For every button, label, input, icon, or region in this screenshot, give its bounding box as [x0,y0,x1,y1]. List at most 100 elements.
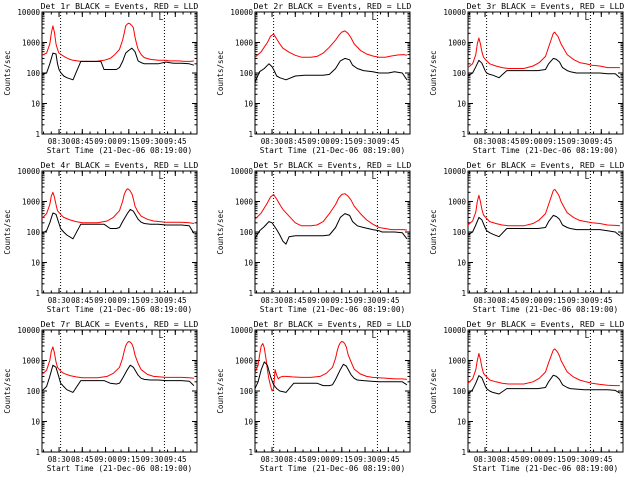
x-tick-label: 09:00 [520,137,543,146]
x-axis-label: Start Time (21-Dec-06 08:19:00) [473,464,619,473]
y-tick-label: 1000 [235,198,254,207]
x-tick-label: 09:30 [354,137,377,146]
y-tick-label: 100 [26,387,40,396]
y-tick-label: 10 [457,100,467,109]
x-tick-label: 09:30 [141,455,164,464]
x-tick-label: 08:45 [284,455,307,464]
panel-title: Det 8r BLACK = Events, RED = LLD [254,319,412,329]
detector-panel-9: Det 9r BLACK = Events, RED = LLD 1 10 100 10… [429,319,624,473]
x-tick-label: 09:45 [377,296,400,305]
y-tick-label: 100 [239,228,253,237]
series-events-line [254,57,408,83]
x-tick-label: 08:45 [497,455,520,464]
series-lld-line [254,30,408,58]
x-axis-label: Start Time (21-Dec-06 08:19:00) [260,464,406,473]
x-tick-label: 09:00 [94,455,117,464]
x-tick-label: 09:15 [544,296,567,305]
series-lld-line [254,341,407,392]
x-tick-label: 09:15 [544,137,567,146]
x-tick-label: 08:30 [474,137,497,146]
x-tick-label: 09:15 [331,455,354,464]
series-events-line [41,208,195,240]
x-tick-label: 09:45 [590,296,613,305]
y-tick-label: 1 [461,289,466,298]
y-tick-label: 1 [35,130,40,139]
y-tick-label: 10000 [230,167,253,176]
x-tick-label: 09:15 [331,296,354,305]
x-axis-label: Start Time (21-Dec-06 08:19:00) [473,146,619,155]
y-tick-label: 1000 [448,198,467,207]
x-tick-label: 09:15 [118,137,141,146]
plot-frame [467,329,624,453]
corner-mark: L [585,172,590,181]
series-lld-line [41,22,194,62]
y-tick-label: 100 [26,69,40,78]
y-axis-label: Counts/sec [429,209,438,254]
corner-mark: L [159,172,164,181]
y-tick-label: 1 [461,130,466,139]
y-tick-label: 100 [26,228,40,237]
x-tick-label: 09:30 [141,137,164,146]
y-tick-label: 1 [35,448,40,457]
x-tick-label: 09:45 [164,455,187,464]
series-lld-line [254,193,407,231]
x-axis-label: Start Time (21-Dec-06 08:19:00) [47,305,193,314]
series-lld-line [41,341,194,379]
y-tick-label: 10000 [230,8,253,17]
y-tick-label: 1000 [22,198,41,207]
series-events-line [467,57,621,79]
x-tick-label: 09:30 [354,296,377,305]
plot-frame [41,11,198,135]
x-tick-label: 09:00 [94,296,117,305]
panel-title: Det 6r BLACK = Events, RED = LLD [467,160,625,170]
detector-panel-7: Det 7r BLACK = Events, RED = LLD 1 10 100 10… [3,319,198,473]
series-events-line [254,213,408,245]
series-events-line [467,374,621,395]
x-tick-label: 08:30 [261,137,284,146]
y-tick-label: 100 [239,387,253,396]
y-axis-label: Counts/sec [3,368,12,413]
x-axis-label: Start Time (21-Dec-06 08:19:00) [473,305,619,314]
x-tick-label: 08:30 [48,296,71,305]
series-lld-line [467,31,620,69]
x-tick-label: 08:30 [474,455,497,464]
y-tick-label: 1000 [448,357,467,366]
series-lld-line [467,348,620,387]
corner-mark: L [159,13,164,22]
x-tick-label: 09:00 [307,455,330,464]
x-axis-label: Start Time (21-Dec-06 08:19:00) [47,146,193,155]
series-lld-line [41,188,194,224]
detector-panel-3: Det 3r BLACK = Events, RED = LLD 1 10 100 10… [429,1,624,155]
x-tick-label: 09:00 [307,137,330,146]
corner-mark: L [372,172,377,181]
y-tick-label: 1000 [22,357,41,366]
x-tick-label: 09:30 [567,455,590,464]
plot-frame [41,329,198,453]
y-tick-label: 10000 [17,8,40,17]
y-tick-label: 100 [452,387,466,396]
y-tick-label: 100 [452,69,466,78]
x-tick-label: 09:45 [164,137,187,146]
series-events-line [467,214,621,238]
x-tick-label: 09:00 [307,296,330,305]
y-tick-label: 1000 [235,39,254,48]
y-tick-label: 10000 [443,326,466,335]
y-tick-label: 1000 [235,357,254,366]
x-tick-label: 09:30 [354,455,377,464]
y-tick-label: 1 [35,289,40,298]
series-events-line [41,364,195,393]
detector-panel-5: Det 5r BLACK = Events, RED = LLD 1 10 100 10… [216,160,411,314]
y-tick-label: 10 [244,418,254,427]
y-axis-label: Counts/sec [216,209,225,254]
y-axis-label: Counts/sec [3,50,12,95]
x-tick-label: 08:45 [284,137,307,146]
y-tick-label: 10 [31,100,41,109]
x-tick-label: 09:15 [118,455,141,464]
detector-panel-1: Det 1r BLACK = Events, RED = LLD 1 10 100 10… [3,1,198,155]
panel-title: Det 2r BLACK = Events, RED = LLD [254,1,412,11]
panel-title: Det 1r BLACK = Events, RED = LLD [41,1,199,11]
detector-panel-2: Det 2r BLACK = Events, RED = LLD 1 10 100 10… [216,1,411,155]
series-events-line [254,361,408,393]
corner-mark: L [585,331,590,340]
